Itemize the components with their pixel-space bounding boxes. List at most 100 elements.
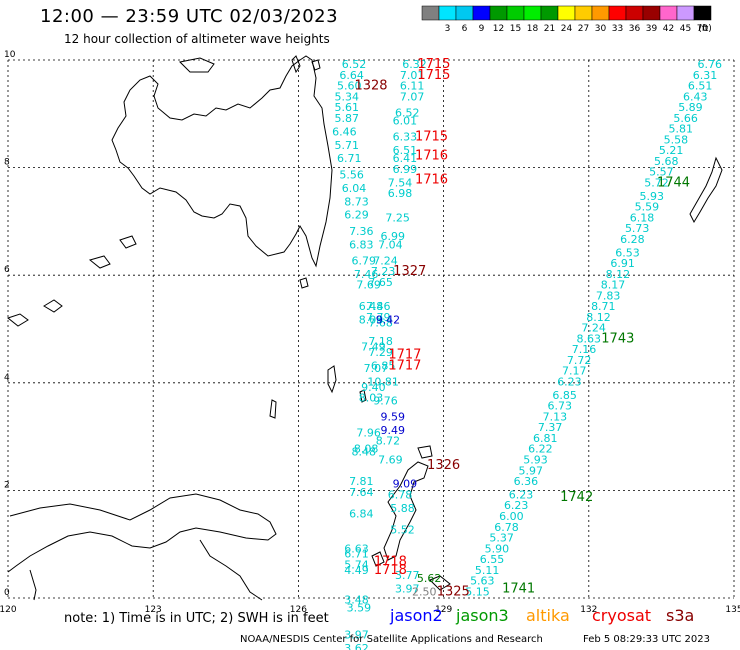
lon-tick-label: 132 xyxy=(580,605,597,615)
obi-islands xyxy=(429,575,451,591)
wave-height-value: 6.64 xyxy=(339,69,364,82)
color-bin-label: 39 xyxy=(646,24,658,34)
wave-height-value: 5.52 xyxy=(390,523,415,536)
wave-height-value: 5.90 xyxy=(485,542,510,555)
wave-height-value: 5.37 xyxy=(489,532,514,545)
color-bin xyxy=(540,5,559,21)
talaud-island xyxy=(359,389,367,403)
wave-height-value: 7.25 xyxy=(385,211,410,224)
wave-height-value: 5.63 xyxy=(470,575,495,588)
lon-tick-label: 123 xyxy=(145,605,162,615)
wave-height-value: 7.13 xyxy=(543,410,568,423)
wave-height-value: 5.60 xyxy=(337,80,362,93)
wave-height-value: 8.63 xyxy=(577,332,602,345)
color-bin xyxy=(608,5,627,21)
pass-time-label: 1742 xyxy=(560,490,593,505)
wave-height-value: 9.09 xyxy=(393,478,418,491)
wave-height-value: 6.85 xyxy=(371,359,396,372)
wave-height-value: 9.49 xyxy=(381,424,406,437)
tawi-tawi xyxy=(6,313,29,327)
credit-line: NOAA/NESDIS Center for Satellite Applica… xyxy=(240,634,543,645)
wave-height-value: 6.84 xyxy=(349,507,374,520)
wave-height-value: 6.78 xyxy=(494,521,519,534)
wave-height-value: 7.72 xyxy=(567,354,592,367)
wave-height-value: 9.40 xyxy=(361,381,386,394)
wave-height-value: 5.88 xyxy=(390,502,415,515)
pass-time-label: 1744 xyxy=(657,175,690,190)
bacan-island xyxy=(371,551,385,567)
wave-height-value: 6.18 xyxy=(630,211,655,224)
wave-height-value: 5.74 xyxy=(344,558,369,571)
color-bin xyxy=(574,5,593,21)
wave-height-value: 7.07 xyxy=(400,90,425,103)
pass-time-label: 1718 xyxy=(374,555,407,570)
wave-height-value: 6.41 xyxy=(393,152,418,165)
wave-height-value: 7.69 xyxy=(356,279,381,292)
wave-height-value: 6.23 xyxy=(504,499,529,512)
color-bin-label: 9 xyxy=(479,24,485,34)
wave-height-value: 7.96 xyxy=(356,427,381,440)
wave-height-value: 6.00 xyxy=(499,510,524,523)
wave-height-value: 2.50 xyxy=(412,585,437,598)
lon-tick-label: 129 xyxy=(435,605,452,615)
wave-height-value: 7.83 xyxy=(596,289,621,302)
wave-height-value: 6.99 xyxy=(393,163,418,176)
wave-height-value: 5.59 xyxy=(635,201,660,214)
dinagat-island xyxy=(291,55,301,74)
wave-height-value: 3.62 xyxy=(344,642,369,650)
wave-height-value: 6.04 xyxy=(342,182,367,195)
wave-height-value: 9.76 xyxy=(373,394,398,407)
wave-height-value: 5.11 xyxy=(475,564,500,577)
wave-height-value: 5.71 xyxy=(335,139,360,152)
wave-height-value: 5.81 xyxy=(669,123,694,136)
color-bin-label: 21 xyxy=(544,24,555,34)
altimeter-tracks: 6.526.645.605.345.615.876.465.716.715.56… xyxy=(332,58,722,650)
bohol-island xyxy=(178,57,215,73)
color-bin-label: 27 xyxy=(578,24,589,34)
pass-time-label: 1741 xyxy=(502,582,535,597)
wave-height-value: 6.71 xyxy=(337,152,362,165)
wave-height-value: 8.12 xyxy=(606,268,631,281)
wave-height-value: 7.07 xyxy=(364,362,389,375)
wave-height-value: 6.48 xyxy=(359,300,384,313)
wave-height-value: 6.53 xyxy=(615,246,640,259)
wave-height-value: 5.34 xyxy=(335,90,360,103)
wave-height-value: 6.29 xyxy=(344,209,369,222)
wave-height-value: 6.73 xyxy=(548,400,573,413)
wave-height-value: 8.17 xyxy=(601,279,626,292)
wave-height-value: 6.52 xyxy=(395,106,420,119)
sulawesi-east-arm xyxy=(199,539,263,601)
wave-height-value: 7.23 xyxy=(371,265,396,278)
wave-height-value: 6.23 xyxy=(509,488,534,501)
pass-time-label: 1716 xyxy=(415,149,448,164)
wave-height-value: 6.36 xyxy=(514,475,539,488)
wave-height-value: 7.24 xyxy=(373,254,398,267)
wave-height-value: 6.79 xyxy=(351,254,376,267)
color-bin xyxy=(455,5,474,21)
wave-height-value: 6.43 xyxy=(683,90,708,103)
pass-time-label: 1327 xyxy=(393,264,426,279)
wave-height-value: 9.42 xyxy=(376,314,401,327)
mindanao-coastline xyxy=(111,55,333,268)
wave-height-value: 6.99 xyxy=(381,230,406,243)
wave-height-value: 7.68 xyxy=(368,316,393,329)
color-bin xyxy=(472,5,491,21)
wave-height-value: 5.73 xyxy=(625,222,650,235)
color-bin-label: 24 xyxy=(561,24,573,34)
page-subtitle: 12 hour collection of altimeter wave hei… xyxy=(64,32,330,46)
color-bin xyxy=(438,5,457,21)
color-scale-bar: 3 6 9 12 15 18 21 24 27 30 33 36 39 42 45 70(ft) xyxy=(421,5,712,34)
siargao-island xyxy=(311,59,321,71)
jolo-island xyxy=(43,299,63,313)
wave-height-value: 3.97 xyxy=(395,583,420,596)
halmahera-coast xyxy=(383,461,429,561)
wave-height-value: 8.48 xyxy=(351,445,376,458)
pass-time-label: 1716 xyxy=(415,173,448,188)
wave-height-value: 7.17 xyxy=(562,365,587,378)
small-island-1 xyxy=(269,399,277,419)
wave-height-value: 5.61 xyxy=(335,101,360,114)
sarangani-island xyxy=(299,277,309,289)
lat-tick-label: 4 xyxy=(4,373,10,383)
color-bin-label: 3 xyxy=(445,24,451,34)
wave-height-value: 7.81 xyxy=(349,475,374,488)
